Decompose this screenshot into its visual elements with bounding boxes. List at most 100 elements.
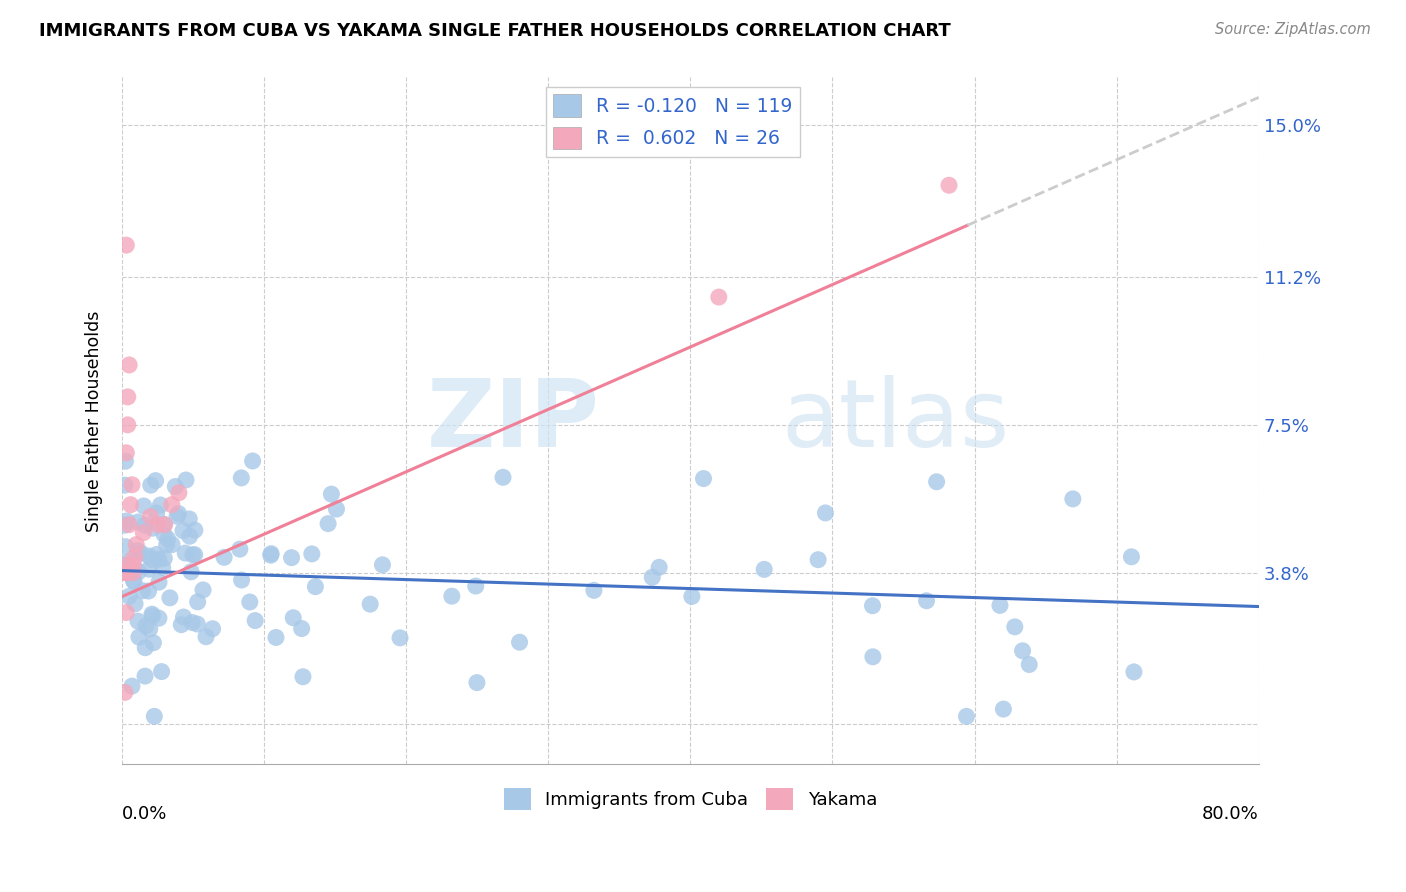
Point [156, 532, 179, 546]
Point [681, 590, 703, 604]
Point [201, 622, 224, 636]
Point [239, 595, 262, 609]
Point [138, 584, 160, 599]
Point [117, 417, 139, 432]
Point [692, 471, 714, 485]
Point [648, 560, 671, 574]
Point [141, 609, 163, 624]
Point [128, 630, 150, 644]
Point [862, 649, 884, 664]
Point [167, 507, 190, 521]
Point [938, 178, 960, 193]
Point [754, 562, 776, 576]
Point [180, 565, 202, 579]
Point [159, 591, 181, 605]
Point [153, 551, 176, 566]
Text: atlas: atlas [782, 375, 1010, 467]
Point [139, 509, 162, 524]
Point [150, 665, 173, 679]
Point [925, 475, 948, 489]
Point [117, 390, 139, 404]
Point [166, 509, 188, 524]
Point [291, 670, 314, 684]
Point [181, 548, 204, 562]
Point [160, 498, 183, 512]
Point [138, 622, 160, 636]
Point [187, 595, 209, 609]
Point [179, 529, 201, 543]
Point [1018, 657, 1040, 672]
Point [118, 590, 141, 604]
Point [148, 575, 170, 590]
Point [988, 599, 1011, 613]
Point [1062, 491, 1084, 506]
Point [242, 454, 264, 468]
Point [122, 574, 145, 588]
Point [641, 570, 664, 584]
Point [955, 709, 977, 723]
Point [179, 512, 201, 526]
Text: 80.0%: 80.0% [1202, 805, 1258, 823]
Point [142, 521, 165, 535]
Point [148, 611, 170, 625]
Point [260, 547, 283, 561]
Point [114, 685, 136, 699]
Point [170, 617, 193, 632]
Point [993, 702, 1015, 716]
Point [128, 565, 150, 579]
Point [316, 516, 339, 531]
Point [145, 506, 167, 520]
Point [184, 523, 207, 537]
Point [153, 527, 176, 541]
Point [135, 619, 157, 633]
Point [115, 446, 138, 460]
Point [139, 478, 162, 492]
Point [114, 454, 136, 468]
Point [231, 573, 253, 587]
Text: Source: ZipAtlas.com: Source: ZipAtlas.com [1215, 22, 1371, 37]
Point [132, 525, 155, 540]
Point [464, 579, 486, 593]
Point [301, 547, 323, 561]
Point [229, 542, 252, 557]
Point [173, 610, 195, 624]
Point [167, 485, 190, 500]
Point [160, 538, 183, 552]
Point [124, 549, 146, 564]
Point [127, 543, 149, 558]
Point [132, 499, 155, 513]
Point [129, 546, 152, 560]
Point [131, 583, 153, 598]
Point [212, 550, 235, 565]
Point [145, 548, 167, 562]
Point [582, 583, 605, 598]
Point [118, 358, 141, 372]
Point [148, 552, 170, 566]
Point [174, 473, 197, 487]
Point [181, 615, 204, 630]
Point [186, 617, 208, 632]
Point [465, 675, 488, 690]
Point [120, 498, 142, 512]
Point [174, 546, 197, 560]
Point [141, 607, 163, 621]
Point [127, 515, 149, 529]
Point [122, 566, 145, 580]
Point [304, 580, 326, 594]
Point [509, 635, 531, 649]
Point [231, 471, 253, 485]
Point [121, 679, 143, 693]
Point [115, 238, 138, 252]
Point [807, 552, 830, 566]
Point [283, 611, 305, 625]
Point [115, 566, 138, 580]
Point [1121, 549, 1143, 564]
Point [138, 549, 160, 563]
Point [389, 631, 412, 645]
Point [115, 514, 138, 528]
Legend: Immigrants from Cuba, Yakama: Immigrants from Cuba, Yakama [496, 780, 884, 817]
Point [243, 614, 266, 628]
Point [114, 566, 136, 580]
Point [146, 517, 169, 532]
Point [114, 518, 136, 533]
